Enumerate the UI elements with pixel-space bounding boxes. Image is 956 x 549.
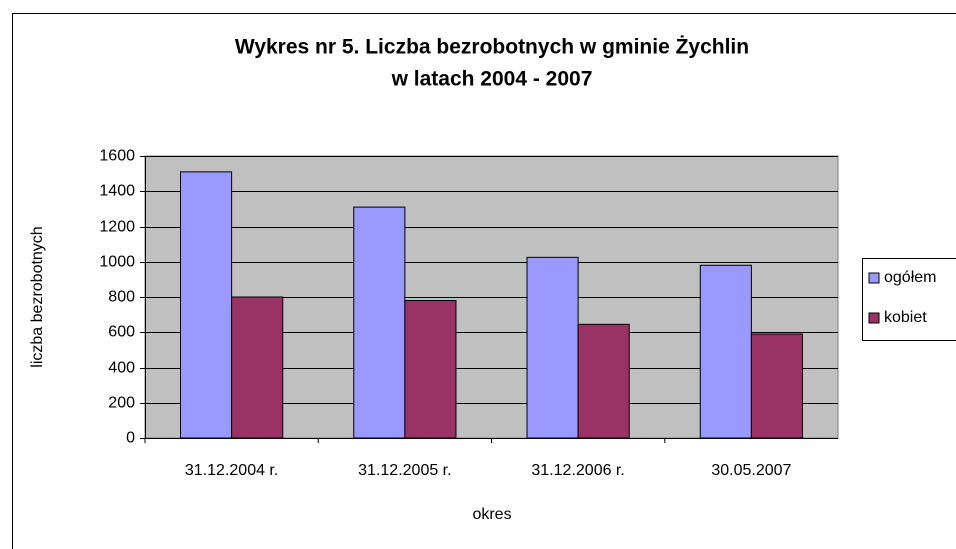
y-tick-label: 1400 (99, 183, 135, 200)
legend-label: kobiet (884, 309, 927, 326)
y-tick-label: 1600 (99, 148, 135, 165)
bar (353, 206, 406, 439)
x-tick-label: 30.05.2007 (711, 462, 791, 479)
legend-swatch (868, 312, 880, 324)
bar (180, 171, 233, 439)
legend-label: ogółem (884, 269, 936, 286)
y-tick-label: 1000 (99, 254, 135, 271)
bar (526, 256, 579, 439)
x-axis-label: okres (472, 506, 511, 523)
y-tick-label: 1200 (99, 219, 135, 236)
x-tick-label: 31.12.2004 r. (185, 462, 278, 479)
bar (404, 300, 457, 439)
chart-title: w latach 2004 - 2007 (391, 68, 593, 91)
legend (862, 258, 956, 341)
bar (699, 264, 752, 439)
y-tick-label: 200 (108, 395, 135, 412)
bar (750, 333, 803, 439)
chart-title: Wykres nr 5. Liczba bezrobotnych w gmini… (235, 36, 749, 59)
bar (577, 323, 630, 439)
y-tick-label: 600 (108, 324, 135, 341)
bar (231, 296, 284, 439)
x-tick-label: 31.12.2006 r. (531, 462, 624, 479)
y-tick-label: 0 (126, 430, 135, 447)
y-tick-label: 400 (108, 360, 135, 377)
y-axis-label: liczba bezrobotnych (29, 226, 46, 367)
x-tick-label: 31.12.2005 r. (358, 462, 451, 479)
y-tick-label: 800 (108, 289, 135, 306)
legend-swatch (868, 272, 880, 284)
